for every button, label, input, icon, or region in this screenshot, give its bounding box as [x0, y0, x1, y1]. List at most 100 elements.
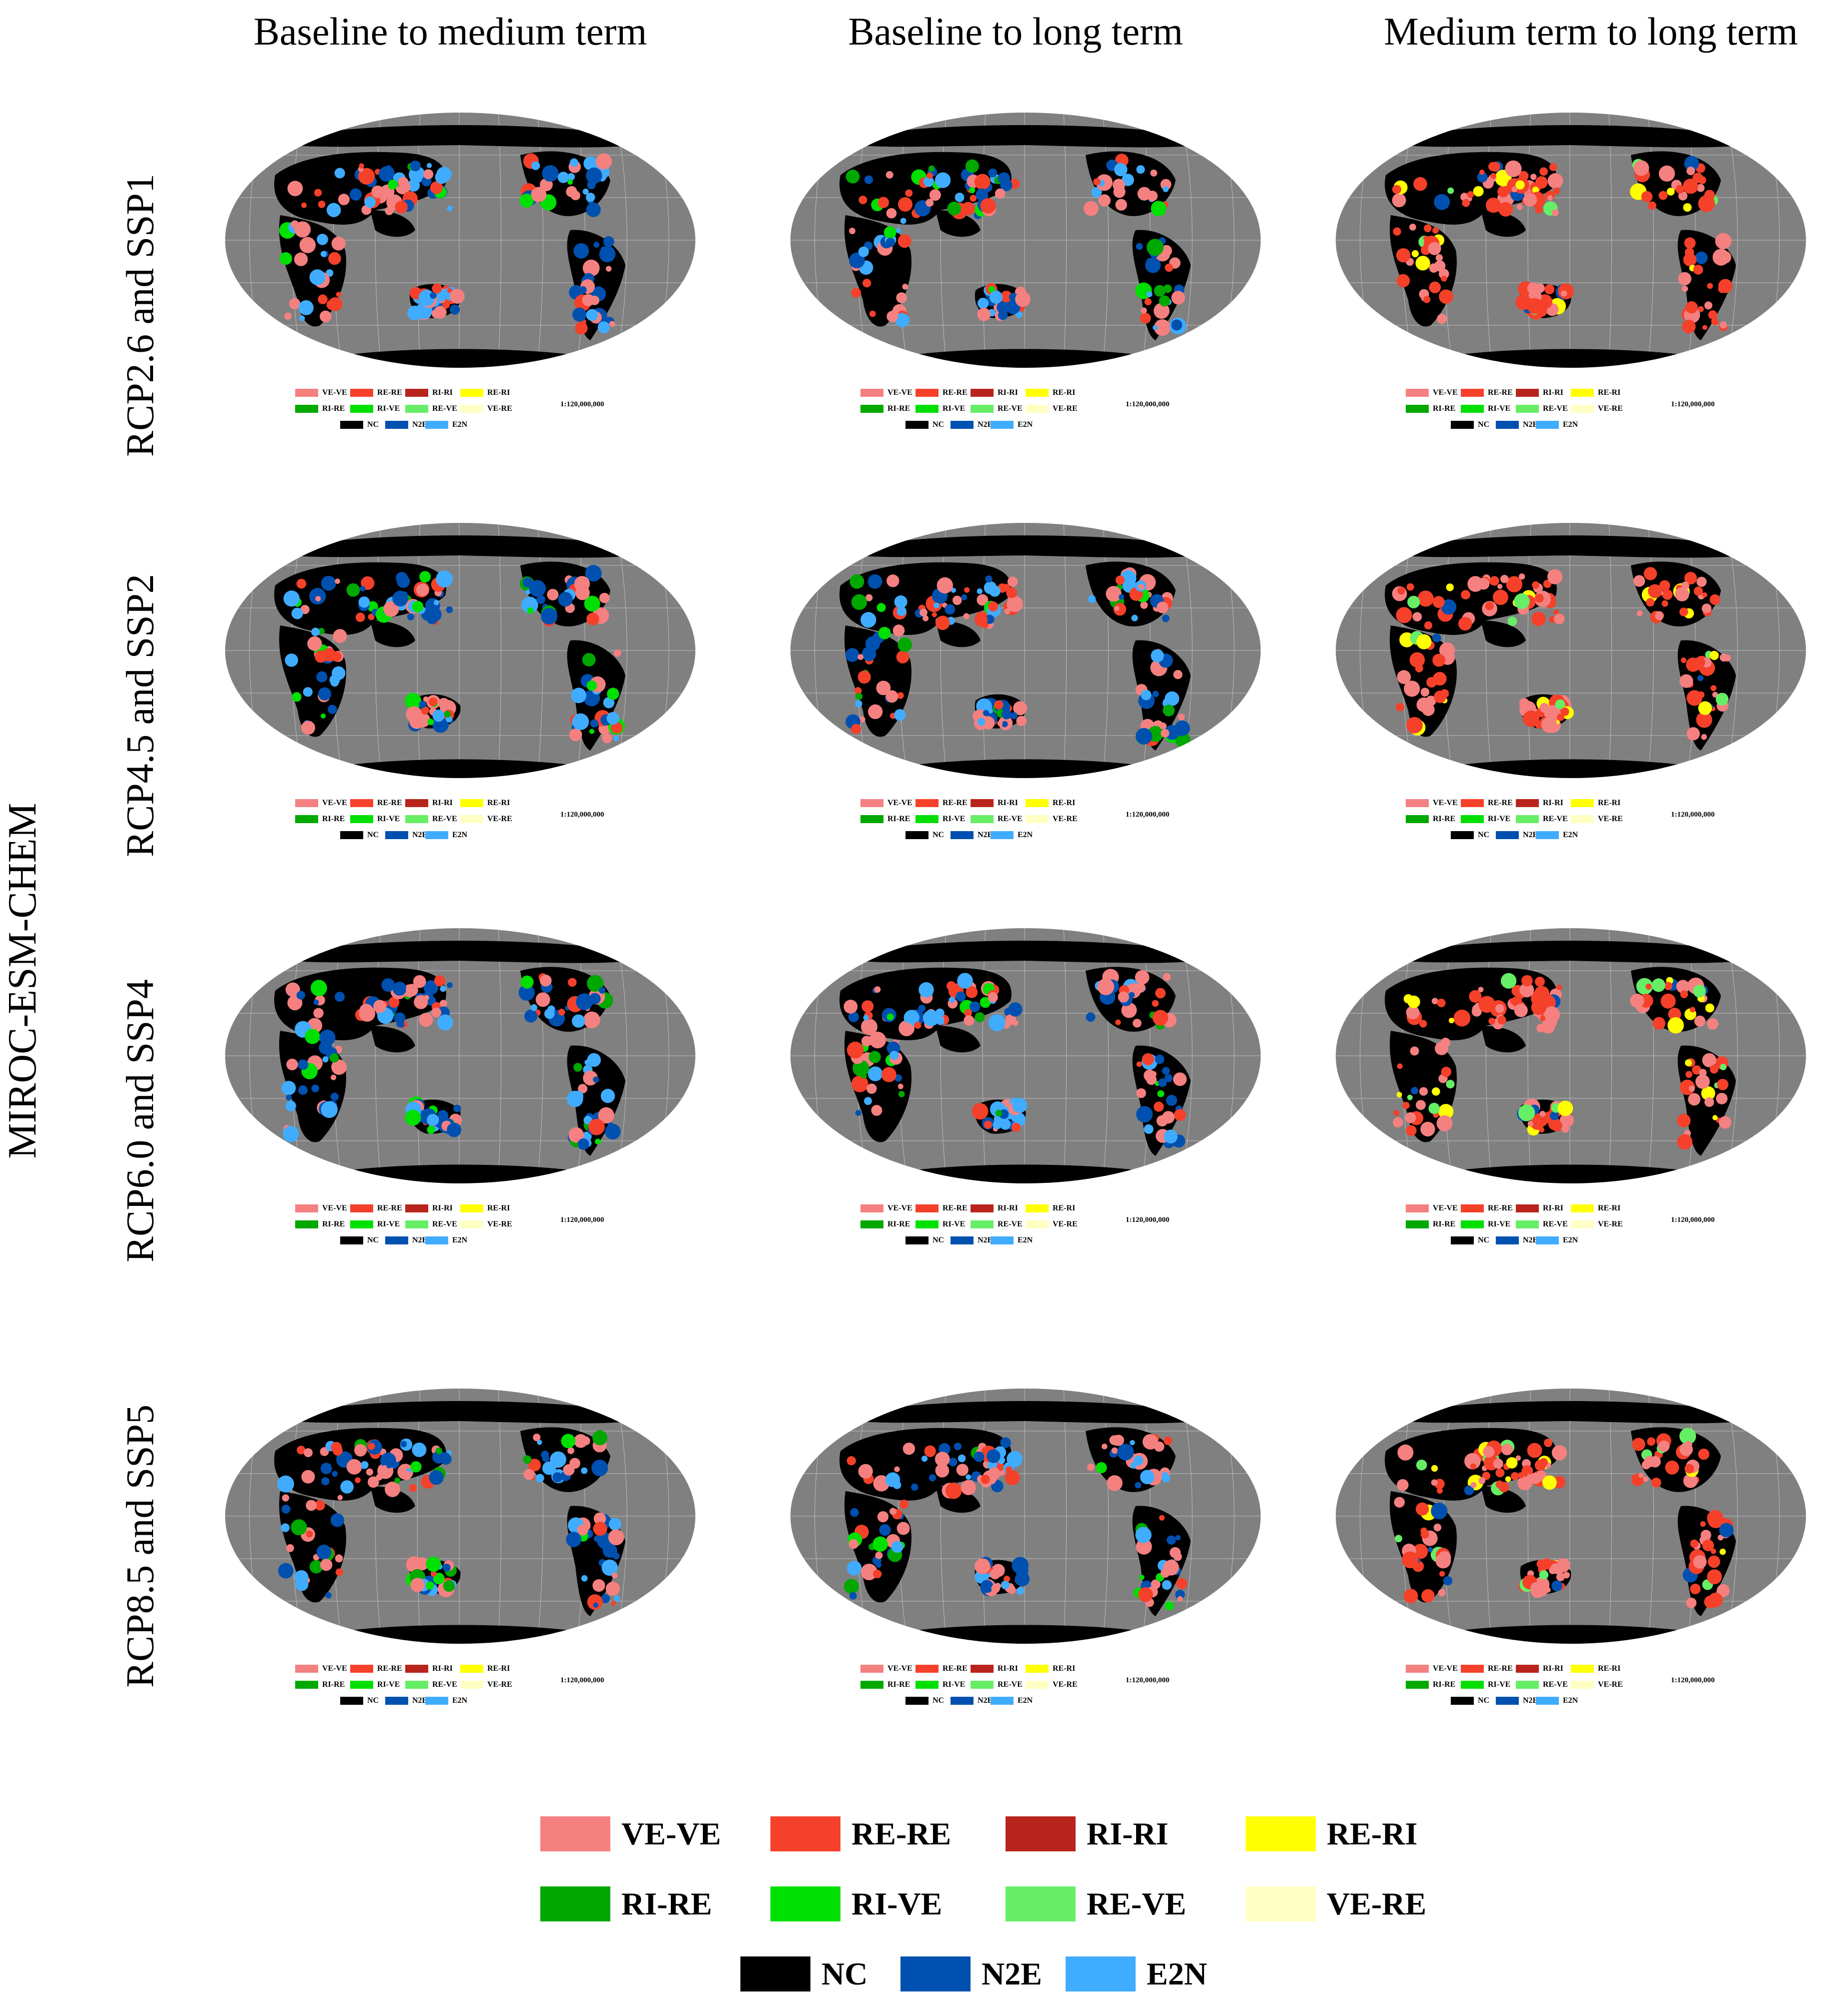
change-patch [1695, 1074, 1710, 1089]
map-panel: VE-VE RE-RE RI-RI RE-RI RI-RE RI-VE RE-VE VE-RE… [1321, 510, 1821, 861]
change-patch [1521, 975, 1533, 987]
change-patch [1136, 728, 1153, 745]
change-patch [1698, 1448, 1709, 1460]
change-patch [294, 252, 308, 266]
change-patch [413, 975, 426, 988]
change-patch [1431, 1465, 1438, 1472]
mini-legend-swatch [905, 1236, 929, 1244]
mini-legend-label: RI-RI [1543, 799, 1563, 807]
change-patch [1684, 571, 1697, 584]
change-patch [886, 1041, 900, 1055]
change-patch [898, 1091, 905, 1098]
change-patch [1131, 614, 1138, 621]
change-patch [421, 706, 430, 715]
change-patch [1707, 1569, 1722, 1585]
change-patch [581, 1467, 588, 1474]
change-patch [977, 298, 989, 309]
change-patch [586, 612, 599, 625]
mini-legend-swatch [1451, 1697, 1474, 1705]
mini-legend-swatch [1026, 1681, 1049, 1689]
change-patch [1159, 295, 1170, 307]
mini-legend-item: RI-RI [405, 797, 453, 810]
change-patch [1467, 191, 1474, 198]
change-patch [1651, 1478, 1661, 1488]
mini-legend: VE-VE RE-RE RI-RI RE-RI RI-RE RI-VE RE-VE VE-RE… [1406, 1202, 1656, 1262]
change-patch [366, 1468, 373, 1476]
change-patch [1429, 263, 1439, 273]
change-patch [325, 1592, 332, 1599]
change-patch [911, 1483, 918, 1491]
change-patch [849, 228, 855, 234]
change-patch [1548, 1117, 1561, 1130]
change-patch [879, 1524, 891, 1536]
change-patch [975, 1558, 991, 1574]
mini-legend-item: RE-RE [915, 797, 968, 810]
mini-legend-item: VE-VE [1406, 797, 1458, 810]
graticule-line [1527, 928, 1531, 1183]
change-patch [1413, 177, 1427, 191]
mini-legend-swatch [350, 1665, 373, 1673]
mini-legend-swatch [295, 405, 318, 413]
mini-legend-swatch [350, 389, 373, 397]
change-patch [899, 1022, 913, 1036]
mini-legend-label: VE-VE [1433, 799, 1458, 807]
change-patch [530, 1004, 538, 1011]
change-patch [1497, 186, 1509, 198]
change-patch [918, 1005, 926, 1012]
change-patch [332, 1471, 338, 1477]
mini-legend-label: RE-RI [1053, 1664, 1076, 1673]
change-patch [331, 1515, 338, 1523]
change-patch [281, 1080, 296, 1095]
change-patch [894, 709, 906, 721]
change-patch [1407, 995, 1420, 1008]
change-patch [586, 975, 604, 992]
change-patch [1490, 162, 1500, 172]
change-patch [606, 712, 619, 725]
change-patch [932, 612, 937, 617]
change-patch [1655, 611, 1664, 620]
change-patch [426, 163, 432, 168]
change-patch [423, 980, 438, 995]
change-patch [881, 1067, 896, 1082]
mini-legend-item: RE-RE [350, 1202, 402, 1215]
change-patch [316, 1544, 332, 1560]
mini-legend-label: RE-RE [943, 1204, 968, 1212]
mini-legend-item: RE-VE [1516, 402, 1568, 415]
change-patch [593, 1602, 599, 1608]
change-patch [1006, 587, 1018, 598]
change-patch [1005, 1470, 1020, 1486]
change-patch [318, 687, 332, 701]
change-patch [406, 706, 422, 723]
mini-legend-swatch [860, 1681, 883, 1689]
mini-legend: VE-VE RE-RE RI-RI RE-RI RI-RE RI-VE RE-VE VE-RE… [295, 386, 545, 446]
change-patch [1527, 1443, 1542, 1458]
mini-legend-swatch [1496, 831, 1519, 839]
change-patch [321, 1101, 338, 1118]
change-patch [316, 671, 328, 683]
map-panel: VE-VE RE-RE RI-RI RE-RI RI-RE RI-VE RE-VE VE-RE… [1321, 100, 1821, 450]
change-patch [589, 993, 601, 1005]
change-patch [540, 974, 552, 987]
change-patch [1641, 191, 1653, 203]
land [875, 1625, 1176, 1644]
mini-legend-label: RE-RE [943, 388, 968, 397]
change-patch [994, 700, 1004, 710]
change-patch [1397, 1479, 1409, 1491]
change-patch [1702, 1539, 1714, 1552]
mini-legend: VE-VE RE-RE RI-RI RE-RI RI-RE RI-VE RE-VE VE-RE… [1406, 797, 1656, 857]
row-title-3: RCP6.0 and SSP4 [118, 979, 162, 1262]
change-patch [335, 1568, 343, 1576]
change-patch [1539, 1570, 1549, 1580]
change-patch [1171, 291, 1185, 305]
mini-legend-label: NC [933, 1696, 945, 1705]
mini-legend-item: NC [340, 829, 379, 842]
change-patch [862, 279, 871, 288]
change-patch [318, 627, 325, 634]
mini-legend-label: N2E [978, 1696, 993, 1705]
change-patch [1679, 607, 1688, 616]
mini-legend-item: NC [1451, 418, 1489, 431]
land [875, 1164, 1176, 1183]
change-patch [1096, 1462, 1107, 1474]
mini-legend-item: RE-RI [460, 1202, 510, 1215]
change-patch [1395, 1535, 1402, 1543]
